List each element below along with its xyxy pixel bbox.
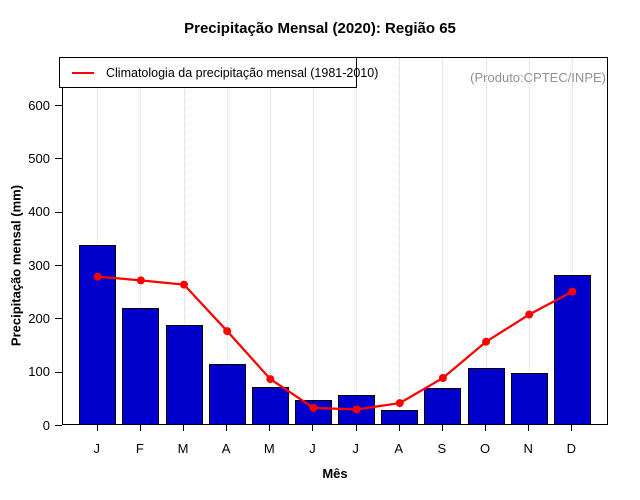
legend-label: Climatologia da precipitação mensal (198…: [106, 65, 379, 80]
gridline: [399, 58, 401, 424]
y-tick-label: 400: [28, 204, 50, 220]
gridline: [140, 58, 142, 424]
x-tick-label-month: M: [263, 441, 275, 456]
bar-M-5: [251, 387, 289, 424]
climatology-point: [309, 403, 318, 412]
x-tick-label-month: J: [309, 441, 316, 456]
y-tick-label: 500: [28, 150, 50, 166]
y-tick-label: 200: [28, 310, 50, 326]
x-tick: [528, 425, 530, 431]
x-tick: [571, 425, 573, 431]
bar-M-3: [165, 325, 203, 424]
x-tick: [96, 425, 98, 431]
y-tick: [55, 425, 62, 426]
climatology-point: [223, 327, 232, 336]
legend-box: Climatologia da precipitação mensal (198…: [59, 57, 378, 88]
gridline: [528, 58, 530, 424]
bar-N-11: [510, 373, 548, 424]
x-tick-label-month: A: [394, 441, 404, 456]
gridline: [312, 58, 314, 424]
x-tick-label-month: F: [135, 441, 144, 456]
x-tick: [485, 425, 487, 431]
x-tick-label-month: O: [479, 441, 491, 456]
y-tick: [55, 211, 62, 213]
climatology-point: [438, 374, 447, 382]
y-tick: [55, 265, 62, 266]
bar-S-9: [424, 388, 462, 424]
gridline: [356, 58, 358, 424]
bar-A-4: [208, 364, 246, 424]
x-tick-label-month: D: [566, 441, 577, 456]
legend-line-swatch: [72, 71, 94, 74]
x-tick-label-month: J: [93, 441, 100, 456]
gridline: [226, 58, 228, 424]
y-tick: [55, 318, 62, 320]
gridline: [269, 58, 271, 424]
climatology-point: [482, 337, 491, 346]
y-tick-label: 100: [28, 364, 50, 380]
y-tick-label: 0: [42, 417, 50, 433]
bar-D-12: [553, 275, 591, 424]
y-tick: [55, 371, 62, 373]
x-tick-label-month: M: [177, 441, 189, 456]
climatology-point: [568, 287, 577, 296]
chart-title: Precipitação Mensal (2020): Região 65: [184, 20, 456, 37]
x-tick: [183, 425, 184, 431]
climatology-point: [136, 276, 145, 285]
x-tick: [355, 425, 357, 431]
y-tick-label: 600: [28, 97, 50, 113]
climatology-line-layer: [93, 272, 577, 414]
x-tick: [441, 425, 443, 431]
y-tick-label: 300: [28, 257, 50, 273]
climatology-point: [93, 272, 102, 281]
x-tick: [226, 425, 228, 431]
gridline: [97, 58, 99, 424]
bar-A-8: [381, 410, 419, 424]
y-tick: [55, 105, 62, 106]
x-tick: [139, 425, 141, 431]
x-tick-label-month: S: [437, 441, 447, 456]
x-tick: [398, 425, 400, 431]
x-tick: [269, 425, 271, 431]
gridline: [485, 58, 487, 424]
gridline: [571, 58, 573, 424]
bar-O-10: [467, 368, 505, 424]
climatology-point: [395, 399, 404, 408]
gridline: [442, 58, 444, 424]
climatology-line: [97, 275, 573, 411]
climatology-point: [525, 310, 534, 319]
bar-F-2: [122, 308, 160, 424]
x-tick-label-month: N: [523, 441, 533, 456]
climatology-point: [266, 375, 275, 384]
x-tick-label-month: J: [352, 441, 359, 456]
plot-area: [62, 57, 608, 425]
climatology-point: [352, 405, 361, 414]
x-axis-title: Mês: [322, 466, 348, 481]
x-tick: [312, 425, 314, 431]
climatology-point: [180, 280, 188, 289]
product-annotation: (Produto:CPTEC/INPE): [470, 70, 606, 85]
x-tick-label-month: A: [221, 441, 231, 456]
y-tick: [55, 158, 62, 160]
gridline: [183, 58, 185, 424]
